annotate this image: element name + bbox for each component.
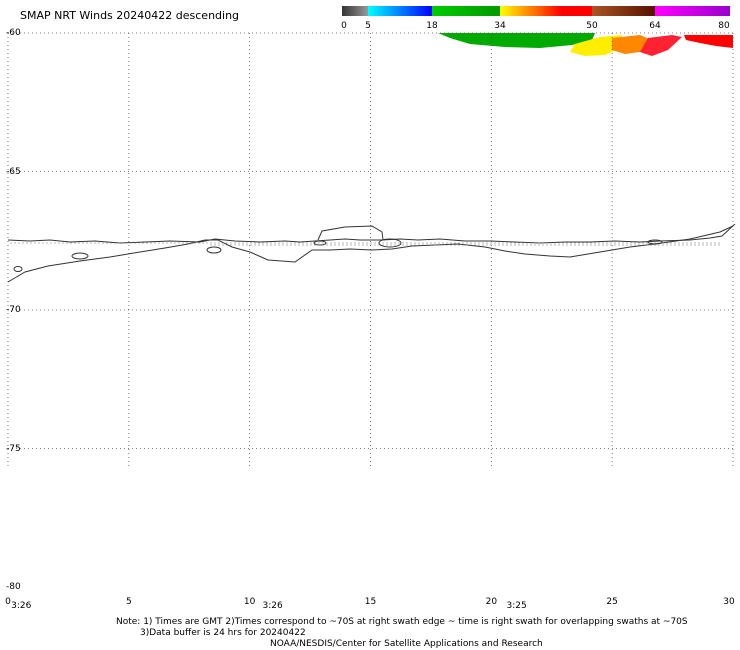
colorbar-segment (500, 6, 592, 16)
latitude-label: -65 (6, 166, 21, 177)
ice-hatch (10, 242, 720, 246)
colorbar-tick-labels: 0 5 18 34 50 64 80 (0, 0, 740, 40)
colorbar-tick-label: 0 (341, 21, 347, 31)
note-line-3: NOAA/NESDIS/Center for Satellite Applica… (270, 639, 543, 649)
colorbar-segment (368, 6, 432, 16)
longitude-label: 0 (5, 597, 11, 607)
colorbar-tick-label: 64 (649, 21, 661, 31)
colorbar-segment (592, 6, 655, 16)
latitude-label: -75 (6, 443, 21, 454)
longitude-label: 25 (606, 597, 618, 607)
coast-island-1 (71, 252, 89, 260)
colorbar-tick-label: 50 (586, 21, 598, 31)
longitude-label: 10 (243, 597, 256, 607)
wind-swath-region (684, 35, 733, 48)
note-line-1: Note: 1) Times are GMT 2)Times correspon… (116, 617, 688, 627)
swath-time-label: 3:25 (506, 601, 527, 611)
wind-swath-region (640, 35, 682, 56)
colorbar-tick-label: 80 (718, 21, 730, 31)
ice-shelf-bump (317, 225, 384, 241)
latitude-label: -70 (6, 305, 21, 315)
longitude-label: 5 (125, 597, 132, 607)
wind-swath-region (570, 35, 622, 56)
colorbar-tick-label: 34 (494, 21, 506, 31)
coast-island-4 (206, 246, 222, 254)
colorbar-tick-label: 5 (365, 21, 371, 31)
longitude-label: 20 (485, 597, 498, 607)
coast-island-6 (647, 239, 663, 245)
longitude-label: 15 (364, 597, 377, 607)
coastline-outer-contour (7, 223, 736, 244)
swath-time-label: 3:26 (262, 601, 283, 611)
colorbar-segment (342, 6, 368, 16)
latitude-label: -80 (6, 582, 21, 592)
wind-speed-colorbar (342, 6, 730, 16)
wind-swath (438, 33, 733, 56)
coast-island-2 (13, 266, 23, 272)
longitude-label: 30 (723, 597, 735, 607)
colorbar-segment (655, 6, 730, 16)
colorbar-tick-label: 18 (426, 21, 438, 31)
wind-swath-region (438, 33, 595, 48)
latitude-label: -60 (6, 28, 21, 38)
note-line-2: 3)Data buffer is 24 hrs for 20240422 (140, 628, 306, 638)
colorbar-segment (432, 6, 500, 16)
antarctic-coastline (7, 223, 736, 283)
coastline-inner-contour (7, 225, 734, 283)
map-title: SMAP NRT Winds 20240422 descending (20, 9, 240, 22)
swath-time-label: 3:26 (11, 601, 32, 611)
